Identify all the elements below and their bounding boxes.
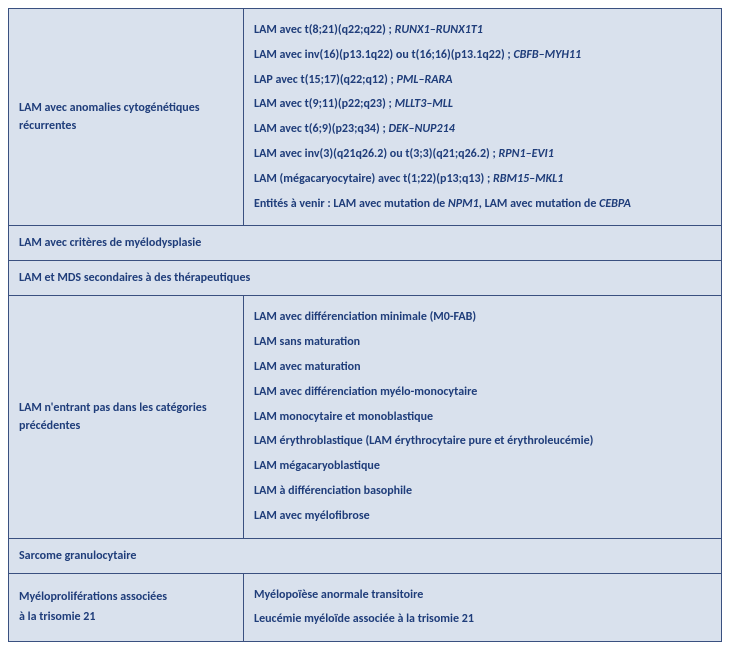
category-label: LAM n'entrant pas dans les catégories pr… <box>9 296 244 538</box>
full-row-label: Sarcome granulocytaire <box>9 538 722 573</box>
gene-name: RUNX1–RUNX1T1 <box>395 23 483 37</box>
item-text: LAM avec inv(16)(p13.1q22) ou t(16;16)(p… <box>254 48 513 62</box>
list-item: LAM avec t(6;9)(p23;q34) ; DEK–NUP214 <box>254 118 711 141</box>
category-items: LAM avec différenciation minimale (M0-FA… <box>244 296 722 538</box>
item-text: LAM avec t(6;9)(p23;q34) ; <box>254 122 388 136</box>
list-item: LAM avec inv(3)(q21q26.2) ou t(3;3)(q21;… <box>254 143 711 166</box>
category-label: Myéloproliférations associées à la triso… <box>9 573 244 642</box>
list-item: LAM à différenciation basophile <box>254 480 711 503</box>
list-item: LAM (mégacaryocytaire) avec t(1;22)(p13;… <box>254 168 711 191</box>
item-text: , LAM avec mutation de <box>479 197 599 211</box>
gene-name: CEBPA <box>599 197 631 211</box>
gene-name: MLLT3–MLL <box>395 97 453 111</box>
gene-name: DEK–NUP214 <box>388 122 454 136</box>
list-item: Myélopoïèse anormale transitoire <box>254 584 711 607</box>
category-items: Myélopoïèse anormale transitoireLeucémie… <box>244 573 722 642</box>
item-text: LAM (mégacaryocytaire) avec t(1;22)(p13;… <box>254 172 493 186</box>
item-text: LAM avec t(9;11)(p22;q23) ; <box>254 97 395 111</box>
list-item: Entités à venir : LAM avec mutation de N… <box>254 193 711 216</box>
label-text: LAM n'entrant pas dans les catégories pr… <box>19 401 207 433</box>
full-row-label: LAM avec critères de myélodysplasie <box>9 226 722 261</box>
category-label: LAM avec anomalies cytogénétiques récurr… <box>9 9 244 226</box>
gene-name: CBFB–MYH11 <box>513 48 581 62</box>
item-text: LAP avec t(15;17)(q22;q12) ; <box>254 73 397 87</box>
gene-name: PML–RARA <box>397 73 453 87</box>
classification-table: LAM avec anomalies cytogénétiques récurr… <box>8 8 722 642</box>
table-row: LAM avec anomalies cytogénétiques récurr… <box>9 9 722 226</box>
list-item: Leucémie myéloïde associée à la trisomie… <box>254 608 711 631</box>
list-item: LAM avec différenciation minimale (M0-FA… <box>254 306 711 329</box>
table-row: Sarcome granulocytaire <box>9 538 722 573</box>
list-item: LAM avec t(8;21)(q22;q22) ; RUNX1–RUNX1T… <box>254 19 711 42</box>
label-line: à la trisomie 21 <box>19 608 233 626</box>
list-item: LAM avec myélofibrose <box>254 505 711 528</box>
full-row-label: LAM et MDS secondaires à des thérapeutiq… <box>9 261 722 296</box>
item-text: LAM avec t(8;21)(q22;q22) ; <box>254 23 395 37</box>
category-items: LAM avec t(8;21)(q22;q22) ; RUNX1–RUNX1T… <box>244 9 722 226</box>
list-item: LAM mégacaryoblastique <box>254 455 711 478</box>
item-text: Entités à venir : LAM avec mutation de <box>254 197 448 211</box>
list-item: LAP avec t(15;17)(q22;q12) ; PML–RARA <box>254 69 711 92</box>
list-item: LAM avec inv(16)(p13.1q22) ou t(16;16)(p… <box>254 44 711 67</box>
table-row: LAM et MDS secondaires à des thérapeutiq… <box>9 261 722 296</box>
list-item: LAM érythroblastique (LAM érythrocytaire… <box>254 430 711 453</box>
list-item: LAM sans maturation <box>254 331 711 354</box>
table-row: Myéloproliférations associées à la triso… <box>9 573 722 642</box>
list-item: LAM avec t(9;11)(p22;q23) ; MLLT3–MLL <box>254 93 711 116</box>
gene-name: RPN1–EVI1 <box>499 147 554 161</box>
label-line: Myéloproliférations associées <box>19 588 233 606</box>
gene-name: NPM1 <box>448 197 479 211</box>
table-row: LAM n'entrant pas dans les catégories pr… <box>9 296 722 538</box>
list-item: LAM avec maturation <box>254 356 711 379</box>
table-row: LAM avec critères de myélodysplasie <box>9 226 722 261</box>
list-item: LAM monocytaire et monoblastique <box>254 406 711 429</box>
gene-name: RBM15–MKL1 <box>493 172 563 186</box>
item-text: LAM avec inv(3)(q21q26.2) ou t(3;3)(q21;… <box>254 147 499 161</box>
label-text: LAM avec anomalies cytogénétiques récurr… <box>19 101 200 133</box>
list-item: LAM avec différenciation myélo-monocytai… <box>254 381 711 404</box>
